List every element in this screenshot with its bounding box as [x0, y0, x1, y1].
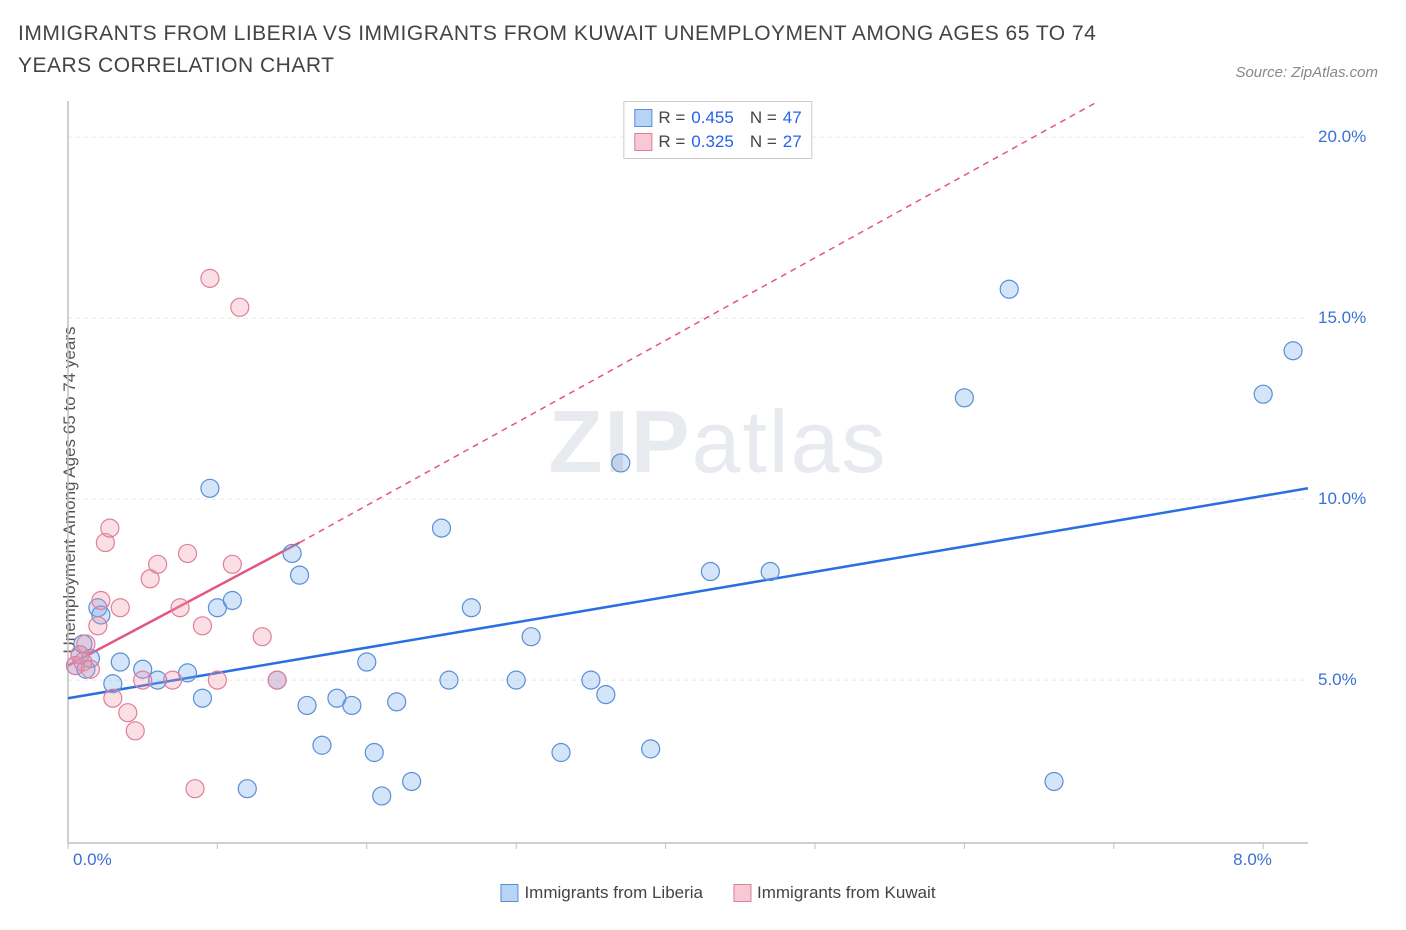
- y-tick-label: 10.0%: [1318, 489, 1366, 508]
- data-point[interactable]: [507, 671, 525, 689]
- legend-label: Immigrants from Liberia: [524, 883, 703, 903]
- data-point[interactable]: [193, 689, 211, 707]
- data-point[interactable]: [238, 780, 256, 798]
- legend-swatch: [634, 109, 652, 127]
- data-point[interactable]: [253, 628, 271, 646]
- data-point[interactable]: [612, 454, 630, 472]
- x-tick-label: 0.0%: [73, 850, 112, 865]
- data-point[interactable]: [111, 599, 129, 617]
- data-point[interactable]: [298, 696, 316, 714]
- data-point[interactable]: [343, 696, 361, 714]
- data-point[interactable]: [101, 519, 119, 537]
- data-point[interactable]: [1284, 342, 1302, 360]
- data-point[interactable]: [761, 563, 779, 581]
- data-point[interactable]: [388, 693, 406, 711]
- data-point[interactable]: [358, 653, 376, 671]
- data-point[interactable]: [104, 689, 122, 707]
- legend-row: R = 0.455 N = 47: [634, 106, 801, 130]
- data-point[interactable]: [432, 519, 450, 537]
- y-tick-label: 20.0%: [1318, 127, 1366, 146]
- data-point[interactable]: [208, 671, 226, 689]
- data-point[interactable]: [552, 744, 570, 762]
- data-point[interactable]: [701, 563, 719, 581]
- data-point[interactable]: [201, 479, 219, 497]
- data-point[interactable]: [111, 653, 129, 671]
- data-point[interactable]: [126, 722, 144, 740]
- data-point[interactable]: [268, 671, 286, 689]
- r-label: R =: [658, 130, 685, 154]
- data-point[interactable]: [522, 628, 540, 646]
- data-point[interactable]: [179, 544, 197, 562]
- data-point[interactable]: [92, 591, 110, 609]
- n-label: N =: [750, 106, 777, 130]
- plot-svg: 5.0% 10.0% 15.0% 20.0% 0.0% 8.0%: [58, 95, 1378, 865]
- data-point[interactable]: [119, 704, 137, 722]
- legend-swatch: [733, 884, 751, 902]
- correlation-legend: R = 0.455 N = 47 R = 0.325 N = 27: [623, 101, 812, 159]
- data-point[interactable]: [223, 591, 241, 609]
- data-point[interactable]: [462, 599, 480, 617]
- data-point[interactable]: [186, 780, 204, 798]
- data-point[interactable]: [134, 671, 152, 689]
- legend-row: R = 0.325 N = 27: [634, 130, 801, 154]
- x-tick-label: 8.0%: [1233, 850, 1272, 865]
- legend-item[interactable]: Immigrants from Kuwait: [733, 883, 936, 903]
- chart-title: IMMIGRANTS FROM LIBERIA VS IMMIGRANTS FR…: [18, 18, 1118, 81]
- data-point[interactable]: [403, 772, 421, 790]
- r-label: R =: [658, 106, 685, 130]
- data-point[interactable]: [1254, 385, 1272, 403]
- data-point[interactable]: [582, 671, 600, 689]
- n-label: N =: [750, 130, 777, 154]
- legend-item[interactable]: Immigrants from Liberia: [500, 883, 703, 903]
- data-point[interactable]: [597, 686, 615, 704]
- data-point[interactable]: [231, 298, 249, 316]
- y-tick-label: 15.0%: [1318, 308, 1366, 327]
- r-value: 0.325: [691, 130, 734, 154]
- data-point[interactable]: [223, 555, 241, 573]
- data-point[interactable]: [201, 269, 219, 287]
- data-point[interactable]: [365, 744, 383, 762]
- data-point[interactable]: [955, 389, 973, 407]
- series-legend: Immigrants from Liberia Immigrants from K…: [500, 883, 935, 903]
- data-point[interactable]: [149, 555, 167, 573]
- r-value: 0.455: [691, 106, 734, 130]
- data-point[interactable]: [440, 671, 458, 689]
- data-point[interactable]: [164, 671, 182, 689]
- data-point[interactable]: [313, 736, 331, 754]
- data-point[interactable]: [1000, 280, 1018, 298]
- data-point[interactable]: [193, 617, 211, 635]
- n-value: 47: [783, 106, 802, 130]
- data-point[interactable]: [291, 566, 309, 584]
- legend-swatch: [500, 884, 518, 902]
- source-attribution: Source: ZipAtlas.com: [1235, 64, 1378, 81]
- legend-label: Immigrants from Kuwait: [757, 883, 936, 903]
- data-point[interactable]: [642, 740, 660, 758]
- legend-swatch: [634, 133, 652, 151]
- n-value: 27: [783, 130, 802, 154]
- data-point[interactable]: [171, 599, 189, 617]
- data-point[interactable]: [81, 660, 99, 678]
- data-point[interactable]: [89, 617, 107, 635]
- y-tick-label: 5.0%: [1318, 670, 1357, 689]
- data-point[interactable]: [373, 787, 391, 805]
- data-point[interactable]: [1045, 772, 1063, 790]
- data-point[interactable]: [283, 544, 301, 562]
- data-point[interactable]: [77, 635, 95, 653]
- scatter-chart: Unemployment Among Ages 65 to 74 years Z…: [58, 95, 1378, 865]
